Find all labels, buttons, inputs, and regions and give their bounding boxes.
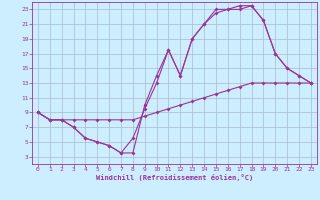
X-axis label: Windchill (Refroidissement éolien,°C): Windchill (Refroidissement éolien,°C): [96, 174, 253, 181]
